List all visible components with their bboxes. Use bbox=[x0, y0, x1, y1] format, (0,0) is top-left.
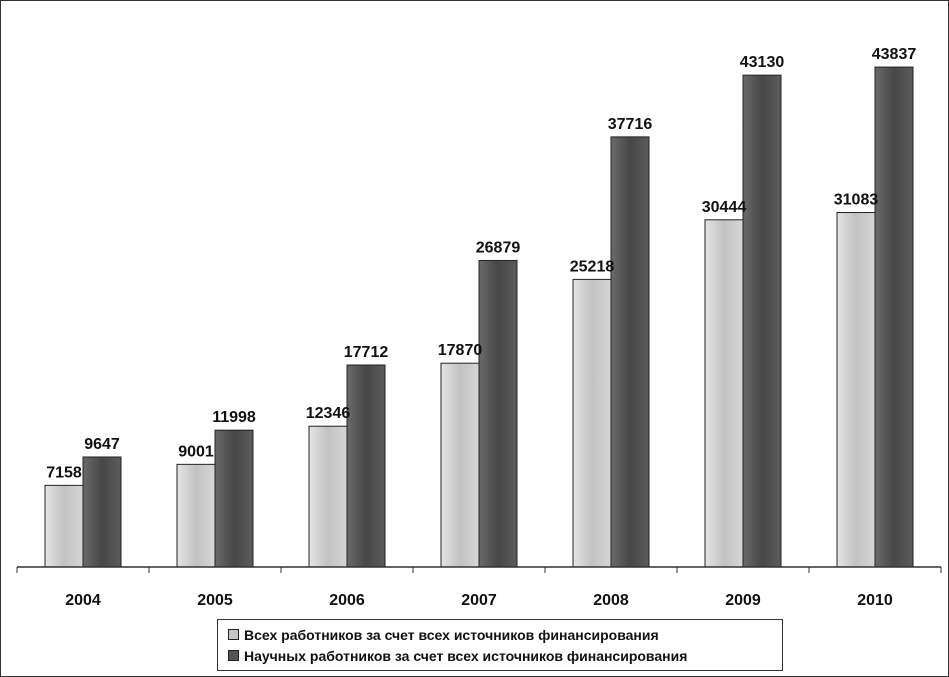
x-tick-label: 2007 bbox=[461, 592, 497, 609]
data-label: 11998 bbox=[212, 409, 256, 426]
legend-swatch-light bbox=[228, 629, 239, 640]
bar-scientific-workers bbox=[610, 136, 650, 568]
x-tick-label: 2005 bbox=[197, 592, 233, 609]
legend-entry-all-workers: Всех работников за счет всех источников … bbox=[228, 624, 772, 645]
bar-scientific-workers bbox=[742, 74, 782, 568]
legend-label-scientific-workers: Научных работников за счет всех источник… bbox=[244, 647, 688, 664]
legend-entry-scientific-workers: Научных работников за счет всех источник… bbox=[228, 645, 772, 666]
bar-all-workers bbox=[836, 212, 876, 568]
data-label: 30444 bbox=[702, 199, 747, 216]
data-label: 37716 bbox=[608, 116, 653, 133]
bar-scientific-workers bbox=[214, 429, 254, 568]
x-tick-label: 2006 bbox=[329, 592, 365, 609]
x-tick-label: 2008 bbox=[593, 592, 629, 609]
data-label: 17712 bbox=[344, 344, 389, 361]
bar-scientific-workers bbox=[82, 456, 122, 568]
data-label: 7158 bbox=[46, 464, 82, 481]
data-label: 9001 bbox=[178, 443, 214, 460]
x-tick-label: 2004 bbox=[65, 592, 101, 609]
data-label: 9647 bbox=[84, 436, 120, 453]
bar-scientific-workers bbox=[874, 66, 914, 568]
data-label: 26879 bbox=[476, 239, 521, 256]
data-label: 25218 bbox=[570, 258, 615, 275]
data-label: 43837 bbox=[872, 46, 917, 63]
bar-all-workers bbox=[308, 425, 348, 568]
bar-all-workers bbox=[176, 463, 216, 568]
legend: Всех работников за счет всех источников … bbox=[217, 619, 783, 671]
legend-label-all-workers: Всех работников за счет всех источников … bbox=[244, 626, 659, 643]
bar-all-workers bbox=[440, 362, 480, 568]
data-label: 17870 bbox=[438, 342, 483, 359]
x-tick-label: 2010 bbox=[857, 592, 893, 609]
bar-scientific-workers bbox=[478, 259, 518, 568]
data-label: 43130 bbox=[740, 54, 785, 71]
bar-all-workers bbox=[704, 219, 744, 568]
x-tick-label: 2009 bbox=[725, 592, 761, 609]
bar-all-workers bbox=[572, 278, 612, 568]
bar-all-workers bbox=[44, 484, 84, 568]
data-label: 12346 bbox=[306, 405, 351, 422]
data-label: 31083 bbox=[834, 192, 879, 209]
bar-scientific-workers bbox=[346, 364, 386, 568]
legend-swatch-dark bbox=[228, 650, 239, 661]
